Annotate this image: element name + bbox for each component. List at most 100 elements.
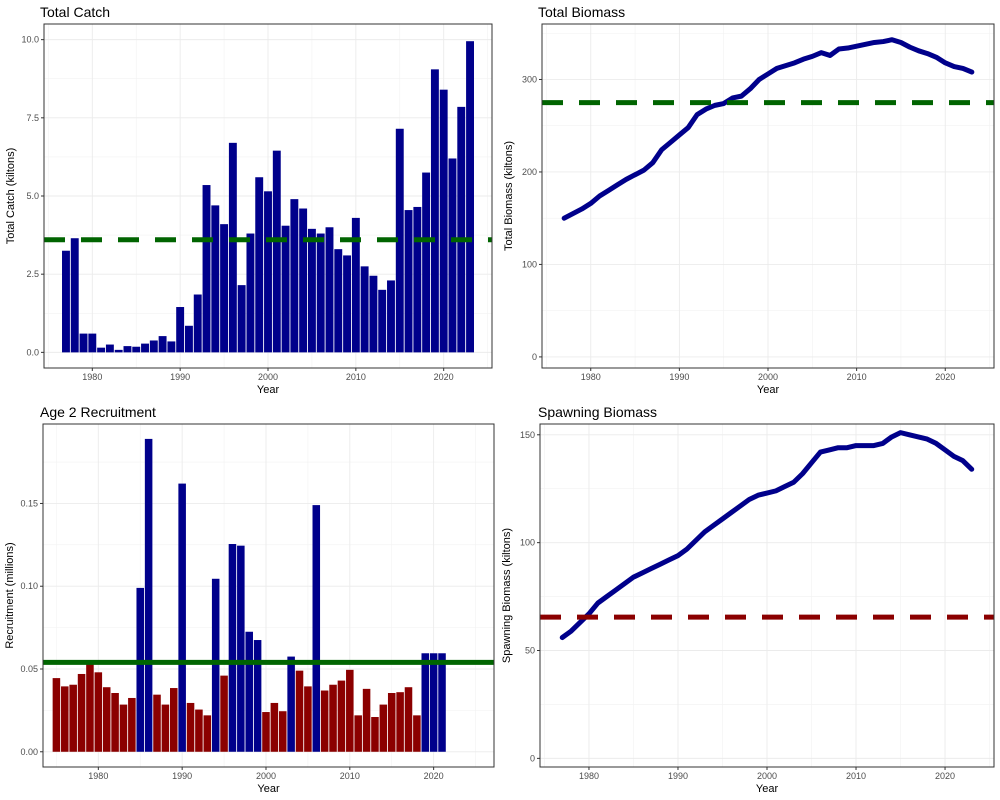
bar-2021	[448, 158, 457, 353]
x-tick-label: 2020	[935, 372, 955, 382]
bar-1995	[220, 224, 229, 353]
bar-1997	[237, 545, 245, 752]
bar-2011	[354, 715, 362, 752]
bar-2004	[299, 208, 308, 353]
bar-2012	[369, 275, 378, 353]
bar-2007	[320, 690, 329, 752]
y-axis-title: Total Biomass (kiltons)	[503, 141, 515, 251]
bar-1986	[144, 438, 153, 752]
x-tick-label: 1980	[88, 771, 108, 781]
bar-1984	[123, 346, 132, 353]
bar-2009	[343, 255, 352, 353]
y-tick-label: 100	[522, 259, 537, 269]
y-tick-label: 150	[520, 430, 535, 440]
y-tick-label: 2.5	[26, 269, 39, 279]
y-axis-title: Recruitment (millions)	[4, 542, 16, 648]
bar-2015	[395, 128, 404, 353]
bar-1977	[69, 684, 77, 752]
bar-2013	[371, 717, 379, 752]
x-tick-label: 2010	[340, 771, 360, 781]
bar-1991	[186, 702, 195, 752]
x-tick-label: 2000	[258, 372, 278, 382]
series-line	[559, 430, 975, 641]
bar-1996	[228, 544, 237, 752]
bar-2021	[438, 653, 446, 752]
x-tick-label: 2000	[256, 771, 276, 781]
y-tick-label: 7.5	[26, 113, 39, 123]
bar-2005	[304, 686, 312, 752]
bar-2000	[264, 191, 272, 353]
bar-1991	[184, 325, 193, 353]
bar-2018	[422, 172, 431, 353]
bar-1995	[220, 675, 228, 752]
bar-1986	[141, 343, 149, 353]
bar-1997	[237, 285, 246, 353]
y-tick-label: 50	[525, 646, 535, 656]
bar-2011	[360, 266, 369, 353]
bar-2016	[404, 210, 413, 353]
bar-1981	[97, 347, 106, 353]
bar-1994	[211, 205, 220, 353]
bar-1975	[52, 678, 61, 752]
bar-1977	[62, 250, 70, 353]
bar-2020	[439, 89, 448, 353]
bar-2014	[387, 280, 395, 353]
bar-2000	[262, 712, 270, 752]
bar-2002	[278, 711, 287, 752]
bar-2008	[329, 684, 337, 752]
y-tick-label: 0.10	[20, 581, 38, 591]
bar-1978	[70, 238, 79, 353]
bar-2003	[287, 656, 295, 752]
x-tick-label: 2010	[847, 372, 867, 382]
bar-2023	[466, 41, 474, 353]
bar-1987	[153, 694, 161, 752]
panel-total-catch: Total Catch 1980 1990 2000 2010 2020 0.0 2.5 5.…	[5, 4, 493, 396]
x-tick-label: 1990	[669, 372, 689, 382]
x-tick-label: 2000	[757, 771, 777, 781]
bar-2008	[334, 249, 343, 353]
bar-2019	[430, 69, 439, 353]
bar-1983	[119, 704, 128, 752]
bar-1989	[167, 341, 176, 353]
bar-2007	[325, 227, 334, 353]
x-tick-label: 2000	[758, 372, 778, 382]
bar-1999	[255, 177, 264, 353]
panel-age2-recruitment: Age 2 Recruitment 1980 1990 2000 2010 2020 0.…	[4, 404, 495, 795]
x-axis-title: Year	[756, 783, 779, 795]
x-tick-label: 2020	[935, 771, 955, 781]
panel-title: Total Catch	[40, 4, 110, 20]
bar-2002	[281, 225, 290, 353]
bar-1981	[102, 687, 111, 752]
y-tick-label: 0.00	[20, 747, 38, 757]
plot-frame	[42, 423, 495, 768]
y-tick-label: 5.0	[26, 191, 39, 201]
bar-1992	[193, 294, 202, 353]
bar-1993	[202, 185, 211, 353]
bar-1983	[114, 349, 123, 353]
panel-title: Age 2 Recruitment	[40, 404, 156, 420]
bar-2013	[378, 289, 387, 353]
bar-1987	[149, 340, 158, 353]
bar-2003	[290, 199, 299, 353]
bar-2010	[346, 669, 354, 752]
x-tick-label: 2010	[846, 771, 866, 781]
bar-2004	[295, 670, 304, 752]
bar-2022	[457, 106, 466, 353]
x-axis-title: Year	[757, 384, 780, 396]
bar-1999	[253, 640, 262, 752]
bar-1988	[158, 336, 167, 353]
bar-1992	[195, 709, 203, 752]
y-tick-label: 0	[532, 352, 537, 362]
bar-1980	[94, 672, 103, 752]
y-axis-title: Spawning Biomass (kiltons)	[501, 528, 513, 663]
panel-title: Total Biomass	[538, 4, 625, 20]
bar-1979	[86, 662, 94, 752]
y-axis-title: Total Catch (kiltons)	[5, 148, 17, 245]
x-tick-label: 1990	[172, 771, 192, 781]
x-tick-label: 1980	[82, 372, 102, 382]
bar-1976	[61, 686, 69, 752]
y-tick-label: 0.05	[20, 664, 38, 674]
bar-2001	[272, 150, 281, 353]
bar-1998	[245, 631, 253, 752]
y-tick-label: 10.0	[21, 35, 39, 45]
